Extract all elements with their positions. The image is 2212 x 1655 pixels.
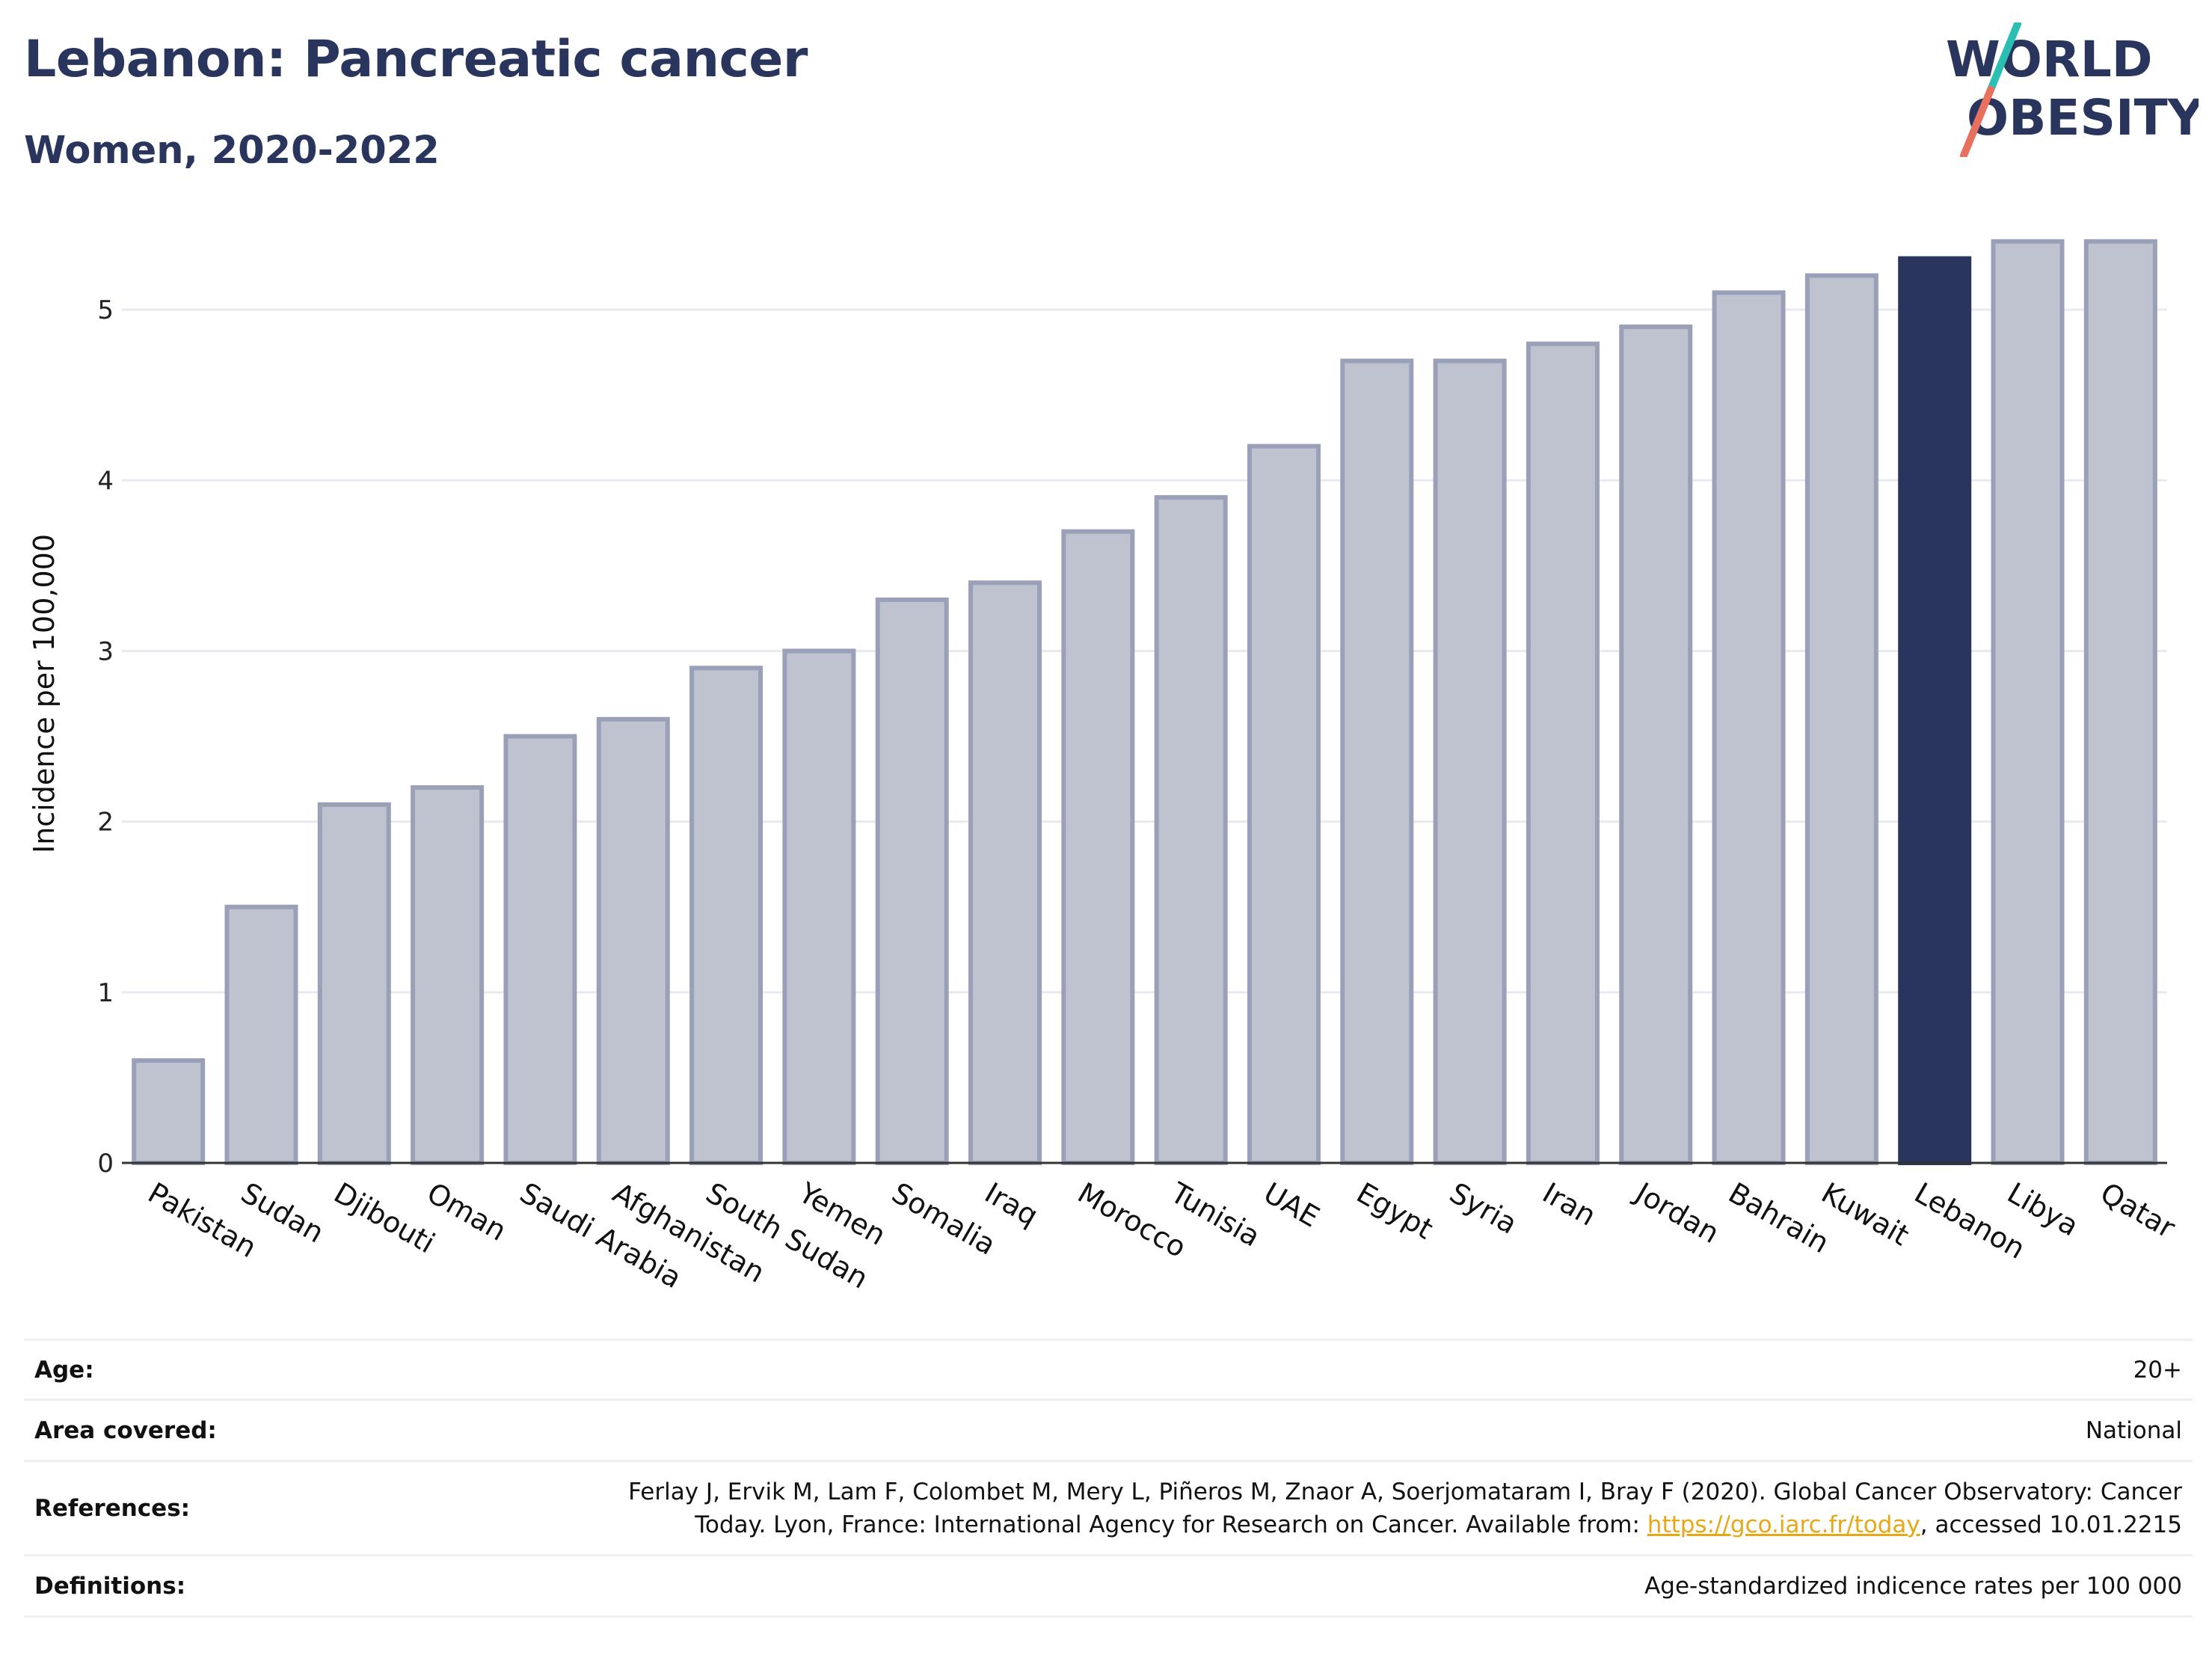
bar-sudan <box>224 904 298 1166</box>
y-tick-label: 4 <box>97 466 114 496</box>
bar-morocco <box>1061 529 1135 1165</box>
x-tick-label-djibouti: Djibouti <box>328 1176 440 1260</box>
info-key-age: Age: <box>34 1356 94 1384</box>
x-tick-label-qatar: Qatar <box>2095 1176 2181 1245</box>
x-tick-label-egypt: Egypt <box>1351 1176 1439 1246</box>
bar-jordan <box>1619 324 1693 1166</box>
info-key-area: Area covered: <box>34 1416 217 1444</box>
bar-egypt <box>1340 358 1414 1166</box>
bar-qatar <box>2083 239 2157 1165</box>
x-tick-label-uae: UAE <box>1258 1176 1324 1234</box>
reference-line1: Ferlay J, Ervik M, Lam F, Colombet M, Me… <box>628 1478 2182 1505</box>
x-tick-label-kuwait: Kuwait <box>1816 1176 1914 1253</box>
bars <box>132 239 2157 1166</box>
logo-slash-bottom <box>1960 86 1994 157</box>
y-tick-label: 2 <box>97 808 114 838</box>
bar-oman <box>411 785 485 1165</box>
x-tick-label-iran: Iran <box>1537 1176 1601 1232</box>
info-key-definitions: Definitions: <box>34 1572 186 1600</box>
chart-title: Lebanon: Pancreatic cancer <box>24 30 808 89</box>
bar-lebanon <box>1898 256 1972 1165</box>
reference-line2-pre: Today. Lyon, France: International Agenc… <box>695 1511 1647 1538</box>
y-tick-label: 1 <box>97 978 114 1008</box>
chart-subtitle: Women, 2020-2022 <box>24 129 440 173</box>
bar-libya <box>1991 239 2065 1165</box>
bar-tunisia <box>1154 495 1228 1165</box>
info-value-area: National <box>2085 1416 2182 1444</box>
bar-somalia <box>875 598 949 1165</box>
bar-saudi-arabia <box>503 734 577 1165</box>
x-tick-label-jordan: Jordan <box>1629 1176 1724 1250</box>
reference-line2-post: , accessed 10.01.2215 <box>1920 1511 2182 1538</box>
logo-line1: WORLD <box>1946 31 2153 88</box>
bar-kuwait <box>1804 273 1878 1165</box>
x-tick-label-somalia: Somalia <box>886 1176 1001 1262</box>
x-tick-label-syria: Syria <box>1444 1176 1523 1241</box>
bar-yemen <box>782 648 856 1165</box>
bar-syria <box>1433 358 1507 1166</box>
y-tick-label: 3 <box>97 636 114 666</box>
y-tick-label: 0 <box>97 1149 114 1179</box>
bar-afghanistan <box>596 716 670 1165</box>
bar-bahrain <box>1712 290 1786 1166</box>
logo-slash-top <box>1987 22 2021 93</box>
reference-link[interactable]: https://gco.iarc.fr/today <box>1647 1511 1920 1538</box>
info-row-references: References: Ferlay J, Ervik M, Lam F, Co… <box>24 1461 2193 1556</box>
info-value-definitions: Age-standardized indicence rates per 100… <box>1644 1572 2182 1600</box>
y-axis-title: Incidence per 100,000 <box>28 534 61 853</box>
info-value-references: Ferlay J, Ervik M, Lam F, Colombet M, Me… <box>419 1461 2193 1556</box>
x-tick-label-bahrain: Bahrain <box>1723 1176 1834 1260</box>
bar-iran <box>1526 341 1600 1165</box>
y-tick-labels: 0 1 2 3 4 5 <box>97 295 114 1179</box>
info-table: Age: 20+ Area covered: National Referenc… <box>24 1339 2193 1618</box>
bar-iraq <box>968 580 1042 1165</box>
info-value-age: 20+ <box>2133 1356 2182 1384</box>
bar-pakistan <box>132 1058 206 1166</box>
bar-south-sudan <box>689 666 764 1165</box>
y-tick-label: 5 <box>97 295 114 325</box>
info-row-age: Age: 20+ <box>24 1339 2193 1400</box>
info-row-area: Area covered: National <box>24 1399 2193 1461</box>
info-key-references: References: <box>34 1494 191 1522</box>
bar-uae <box>1247 443 1321 1165</box>
world-obesity-logo: WORLD OBESITY <box>1946 22 2199 157</box>
logo-line2: OBESITY <box>1967 89 2199 147</box>
x-tick-label-iraq: Iraq <box>980 1176 1044 1232</box>
info-row-definitions: Definitions: Age-standardized indicence … <box>24 1555 2193 1617</box>
bar-djibouti <box>317 802 391 1166</box>
